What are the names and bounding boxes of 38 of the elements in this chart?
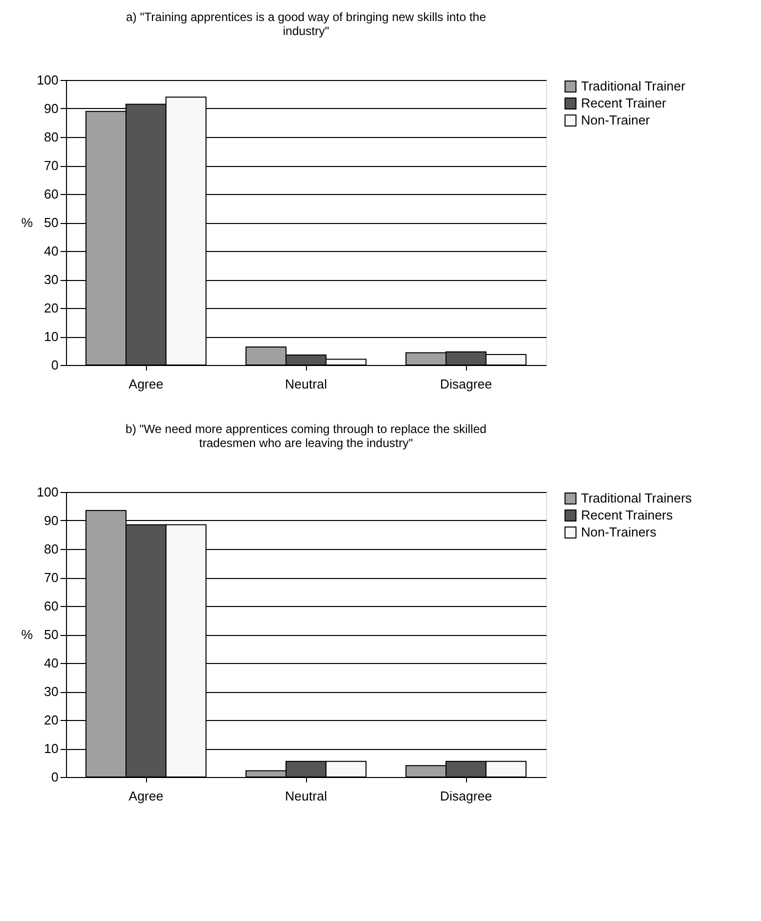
x-tick-label: Neutral bbox=[285, 376, 328, 392]
y-tick-label: 10 bbox=[44, 741, 58, 756]
x-tick-label: Neutral bbox=[285, 788, 328, 804]
y-tick-label: 60 bbox=[44, 598, 58, 614]
y-tick-label: 20 bbox=[44, 712, 58, 728]
y-tick-label: 50 bbox=[44, 215, 58, 230]
y-axis-title: % bbox=[21, 627, 34, 642]
y-tick-label: 20 bbox=[44, 300, 58, 316]
y-tick-label: 80 bbox=[44, 542, 58, 556]
y-tick-label: 50 bbox=[44, 627, 58, 642]
chart-title: b) "We need more apprentices coming through to replace the skilled tradesmen who are leaving the industry" bbox=[126, 422, 486, 450]
y-tick-label: 90 bbox=[44, 513, 58, 528]
y-axis-title: % bbox=[21, 215, 34, 230]
y-tick-label: 90 bbox=[44, 101, 58, 116]
y-tick-label: 30 bbox=[44, 272, 58, 287]
x-tick-label: Disagree bbox=[440, 788, 492, 804]
y-tick-label: 60 bbox=[44, 186, 58, 202]
y-tick-label: 100 bbox=[36, 484, 58, 500]
x-tick-label: Agree bbox=[128, 788, 164, 804]
y-tick-label: 0 bbox=[51, 358, 58, 372]
y-tick-label: 70 bbox=[44, 570, 58, 585]
legend-label: Non-Trainers bbox=[581, 524, 657, 540]
y-tick-label: 40 bbox=[44, 656, 58, 670]
legend-label: Non-Trainer bbox=[581, 112, 651, 128]
legend-label: Recent Trainer bbox=[581, 96, 667, 110]
chart-title: a) "Training apprentices is a good way of bringing new skills into the industry" bbox=[126, 10, 486, 38]
y-tick-label: 70 bbox=[44, 158, 58, 173]
y-tick-label: 40 bbox=[44, 244, 58, 258]
y-tick-label: 30 bbox=[44, 684, 58, 699]
y-tick-label: 10 bbox=[44, 329, 58, 344]
x-tick-label: Disagree bbox=[440, 376, 492, 392]
y-tick-label: 100 bbox=[36, 72, 58, 88]
y-tick-label: 0 bbox=[51, 770, 58, 784]
legend-label: Traditional Trainers bbox=[581, 490, 692, 506]
y-tick-label: 80 bbox=[44, 130, 58, 144]
x-tick-label: Agree bbox=[128, 376, 164, 392]
legend-label: Recent Trainers bbox=[581, 508, 674, 522]
legend-label: Traditional Trainer bbox=[581, 78, 686, 94]
